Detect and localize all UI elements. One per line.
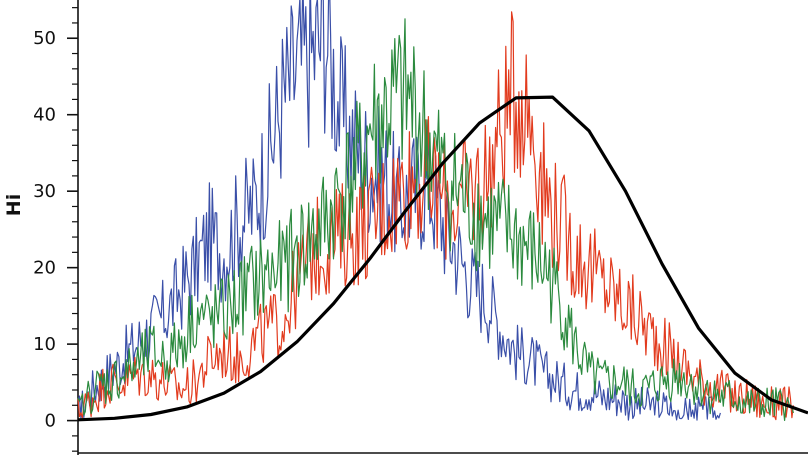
series-1 (77, 11, 794, 421)
y-tick-label: 30 (33, 181, 56, 202)
y-tick-label: 50 (33, 28, 56, 49)
y-axis-title: Hi (3, 194, 25, 216)
y-tick-label: 10 (33, 334, 56, 355)
series-0 (77, 0, 721, 421)
series-line (77, 0, 721, 421)
y-tick-label: 20 (33, 258, 56, 279)
series-3 (77, 95, 808, 422)
series-layer (77, 0, 808, 422)
series-line (77, 11, 794, 421)
y-tick-label: 40 (33, 105, 56, 126)
series-line (77, 95, 808, 422)
series-2 (77, 18, 794, 421)
y-tick-label: 0 (45, 411, 56, 432)
y-axis: 0 10 20 30 40 50 (33, 0, 79, 455)
y-axis-ticks: 0 10 20 30 40 50 (33, 7, 78, 452)
series-line (77, 18, 794, 421)
